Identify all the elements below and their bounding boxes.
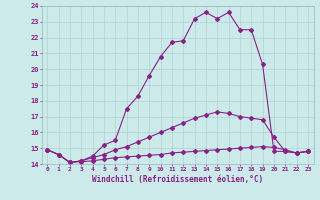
X-axis label: Windchill (Refroidissement éolien,°C): Windchill (Refroidissement éolien,°C) [92, 175, 263, 184]
